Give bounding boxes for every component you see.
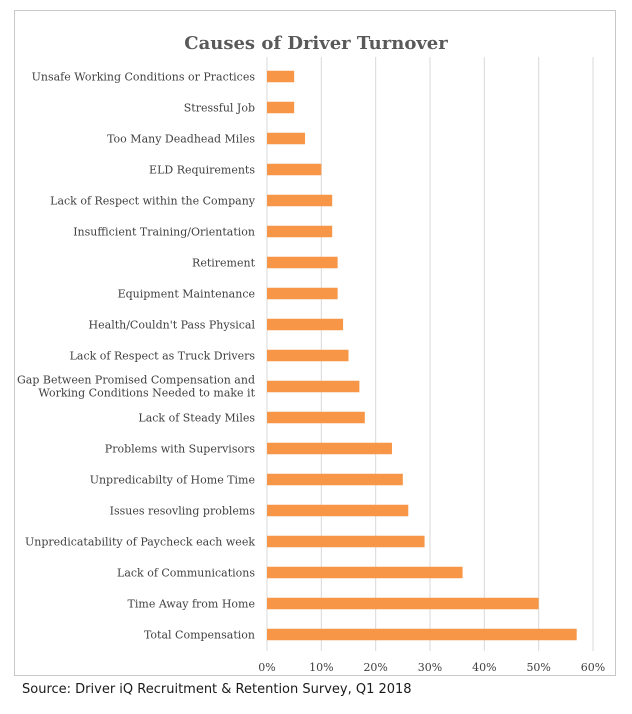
x-axis-ticks: 0% 10% 20% 30% 40% 50% 60% [258, 661, 605, 674]
category-label: Unpredicabilty of Home Time [90, 474, 255, 487]
bar [267, 628, 577, 641]
bar [267, 318, 344, 331]
x-tick-label: 10% [309, 661, 333, 674]
category-label: Retirement [192, 257, 256, 270]
category-label: Lack of Respect as Truck Drivers [70, 350, 256, 363]
bar [267, 504, 409, 517]
bar [267, 163, 322, 176]
chart-frame: Causes of Driver Turnover Unsafe Working… [14, 10, 616, 676]
bar [267, 256, 338, 269]
category-label: Total Compensation [144, 629, 255, 642]
category-label: Equipment Maintenance [118, 288, 255, 301]
x-tick-label: 30% [418, 661, 442, 674]
x-tick-label: 50% [526, 661, 550, 674]
category-label: Insufficient Training/Orientation [73, 226, 255, 239]
category-label: Lack of Steady Miles [138, 412, 255, 425]
bars [267, 70, 577, 641]
category-label: ELD Requirements [149, 164, 255, 177]
category-label: Unsafe Working Conditions or Practices [32, 71, 256, 84]
bar [267, 225, 333, 238]
category-label: Too Many Deadhead Miles [107, 133, 255, 146]
category-label: Health/Couldn't Pass Physical [89, 319, 256, 332]
bar [267, 194, 333, 207]
bar [267, 287, 338, 300]
chart-title: Causes of Driver Turnover [184, 33, 448, 54]
bar [267, 442, 392, 455]
bar [267, 597, 539, 610]
x-tick-label: 60% [581, 661, 605, 674]
x-tick-label: 40% [472, 661, 496, 674]
bar [267, 101, 295, 114]
bar [267, 473, 403, 486]
bar [267, 566, 463, 579]
category-label: Problems with Supervisors [105, 443, 256, 456]
category-label: Issues resovling problems [110, 505, 256, 518]
bar [267, 349, 349, 362]
category-label: Stressful Job [184, 102, 255, 115]
category-label: Time Away from Home [128, 598, 255, 611]
bar [267, 411, 365, 424]
bar [267, 535, 425, 548]
category-label: Unpredicatability of Paycheck each week [25, 536, 255, 549]
source-note: Source: Driver iQ Recruitment & Retentio… [22, 682, 412, 697]
category-label: Gap Between Promised Compensation and Wor… [17, 374, 256, 400]
x-tick-label: 0% [258, 661, 275, 674]
category-label: Lack of Respect within the Company [50, 195, 256, 208]
bar [267, 70, 295, 83]
category-label: Lack of Communications [117, 567, 255, 580]
bar [267, 132, 306, 145]
bar [267, 380, 360, 393]
bar-chart: Unsafe Working Conditions or Practices St… [17, 57, 605, 674]
x-tick-label: 20% [363, 661, 387, 674]
category-labels: Unsafe Working Conditions or Practices St… [17, 71, 256, 642]
